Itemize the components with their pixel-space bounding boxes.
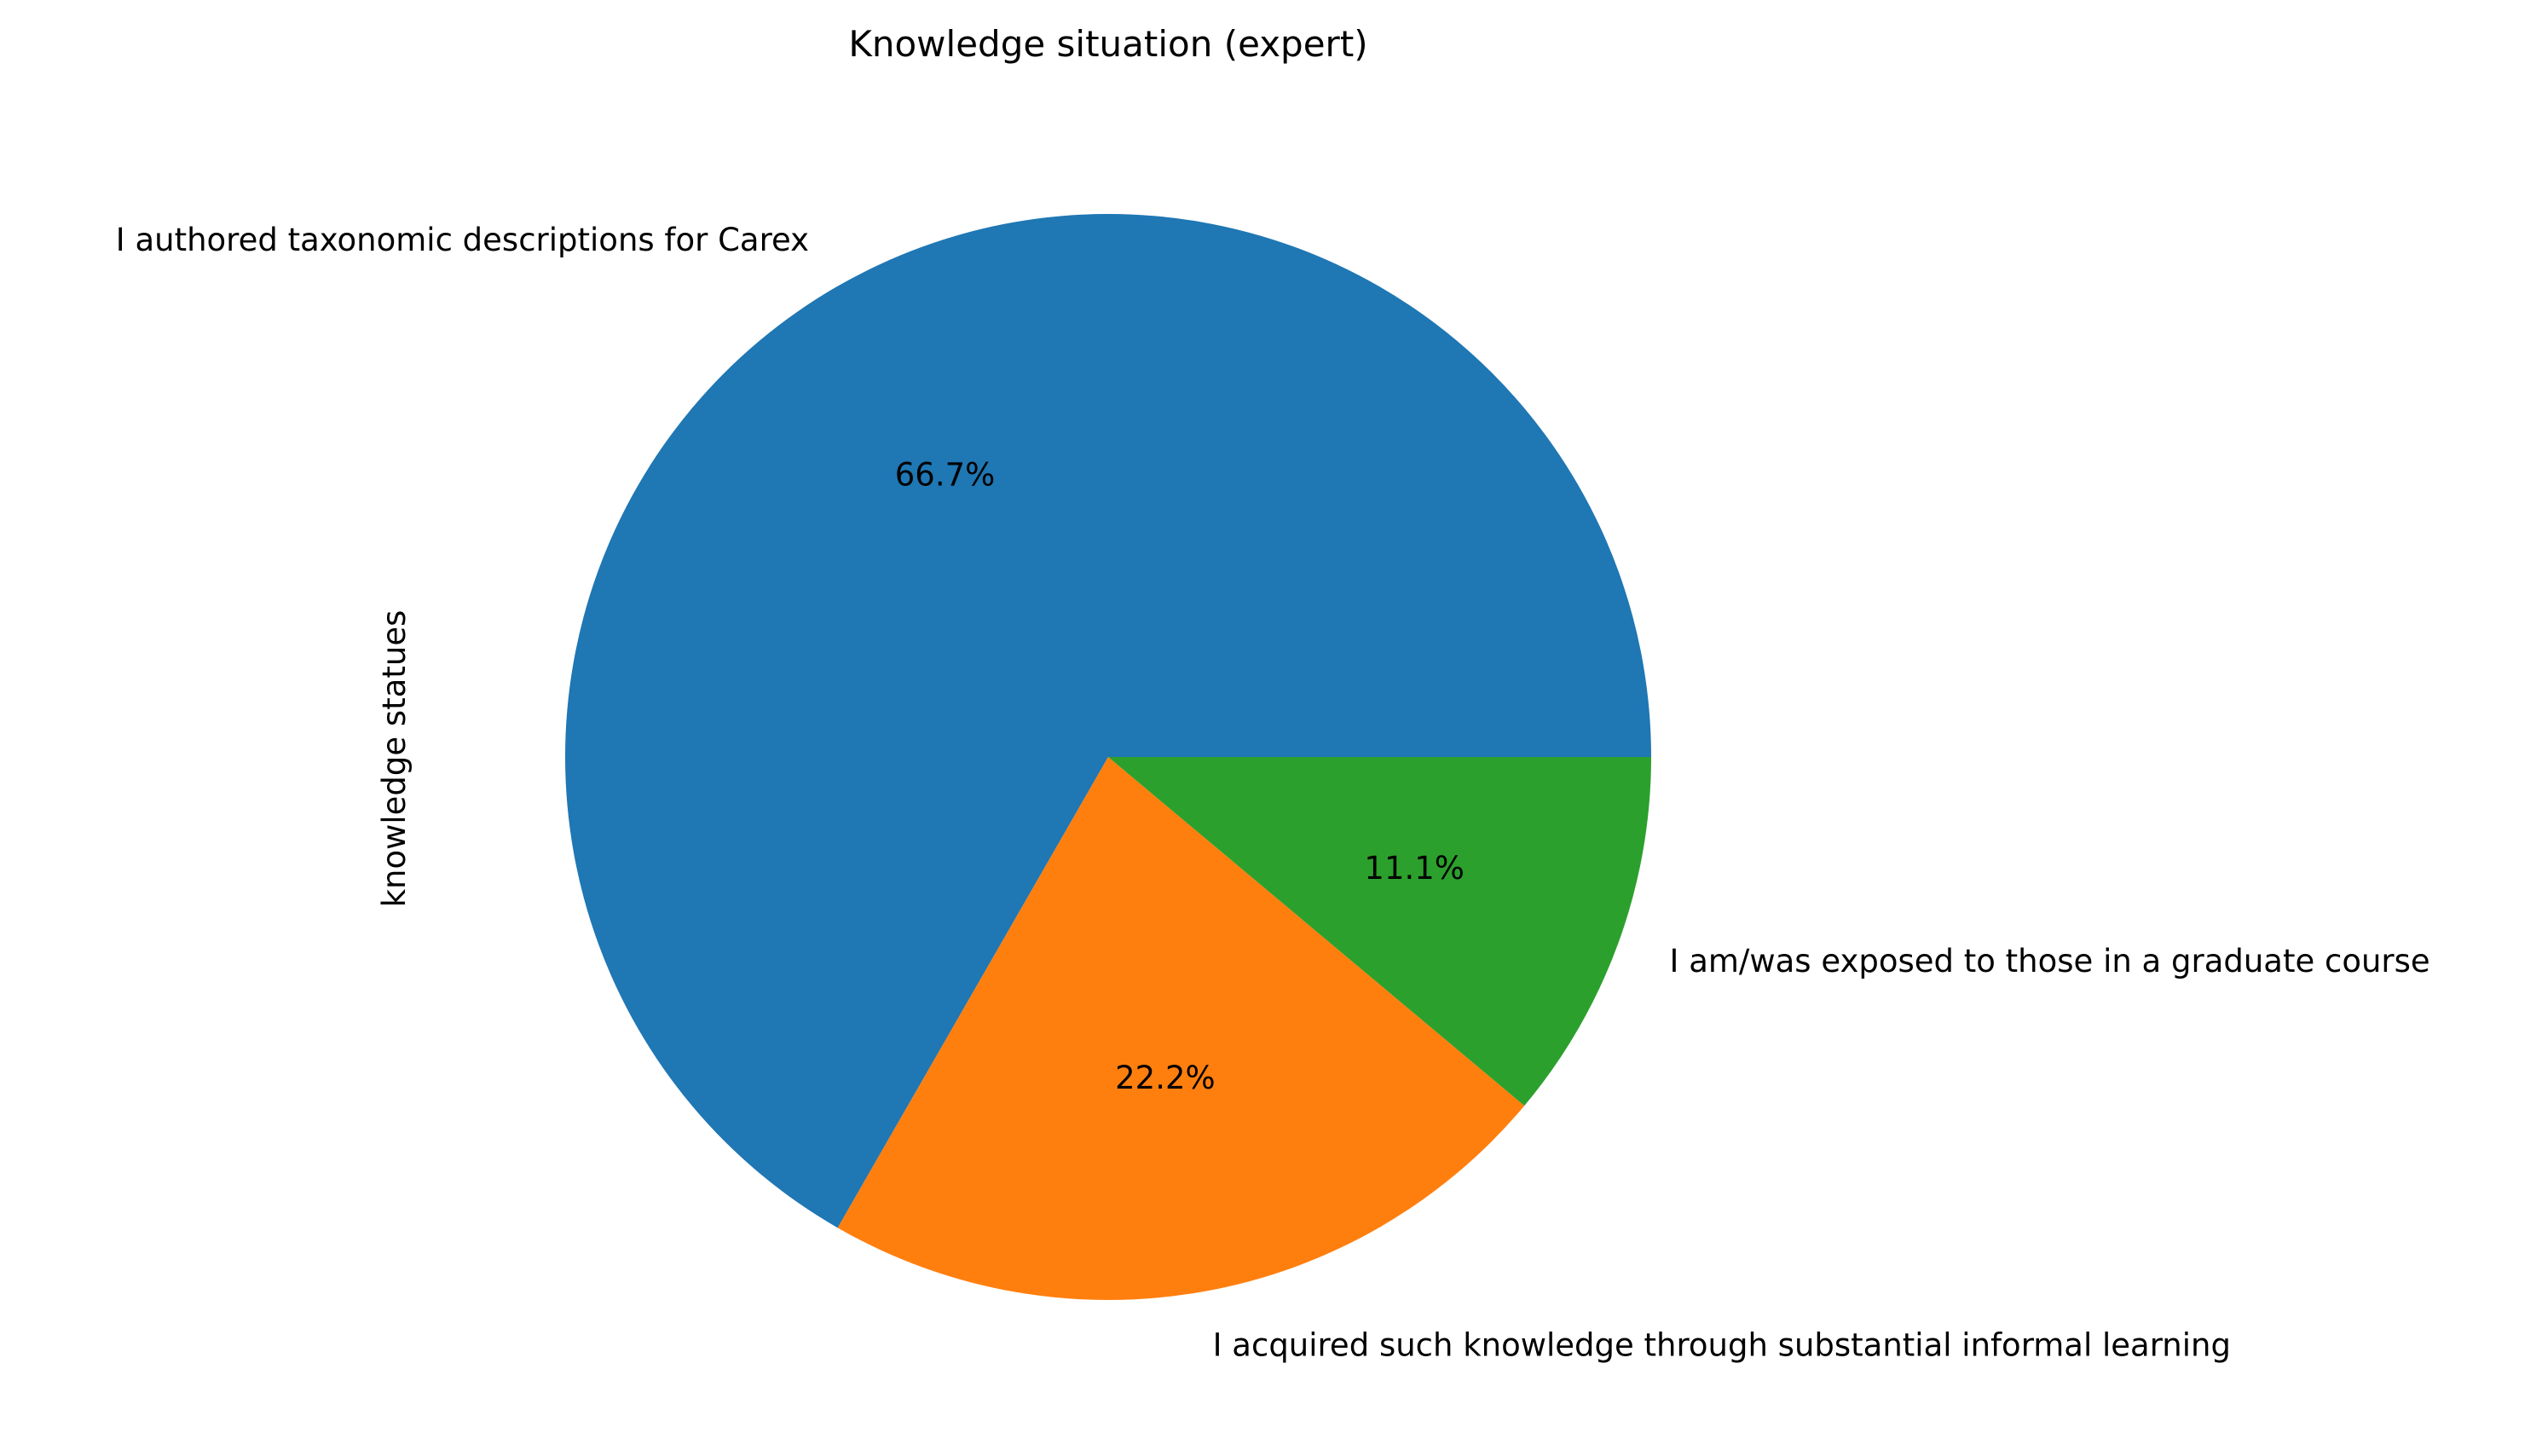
- y-axis-label: knowledge statues: [376, 610, 413, 908]
- pie-percent-label-3: 11.1%: [1364, 850, 1465, 887]
- pie-category-label-2: I acquired such knowledge through substa…: [1213, 1326, 2231, 1363]
- pie-category-label-1: I authored taxonomic descriptions for Ca…: [116, 222, 809, 258]
- pie-slice-3: [1108, 757, 1651, 1106]
- pie-slice-2: [837, 757, 1525, 1300]
- pie-slices: [565, 214, 1651, 1300]
- chart-title: Knowledge situation (expert): [848, 23, 1367, 65]
- pie-labels: 66.7% I authored taxonomic descriptions f…: [116, 222, 2430, 1363]
- pie-percent-label-1: 66.7%: [895, 457, 996, 494]
- pie-slice-1: [565, 214, 1651, 1228]
- pie-category-label-3: I am/was exposed to those in a graduate …: [1670, 943, 2430, 979]
- pie-percent-label-2: 22.2%: [1115, 1060, 1216, 1096]
